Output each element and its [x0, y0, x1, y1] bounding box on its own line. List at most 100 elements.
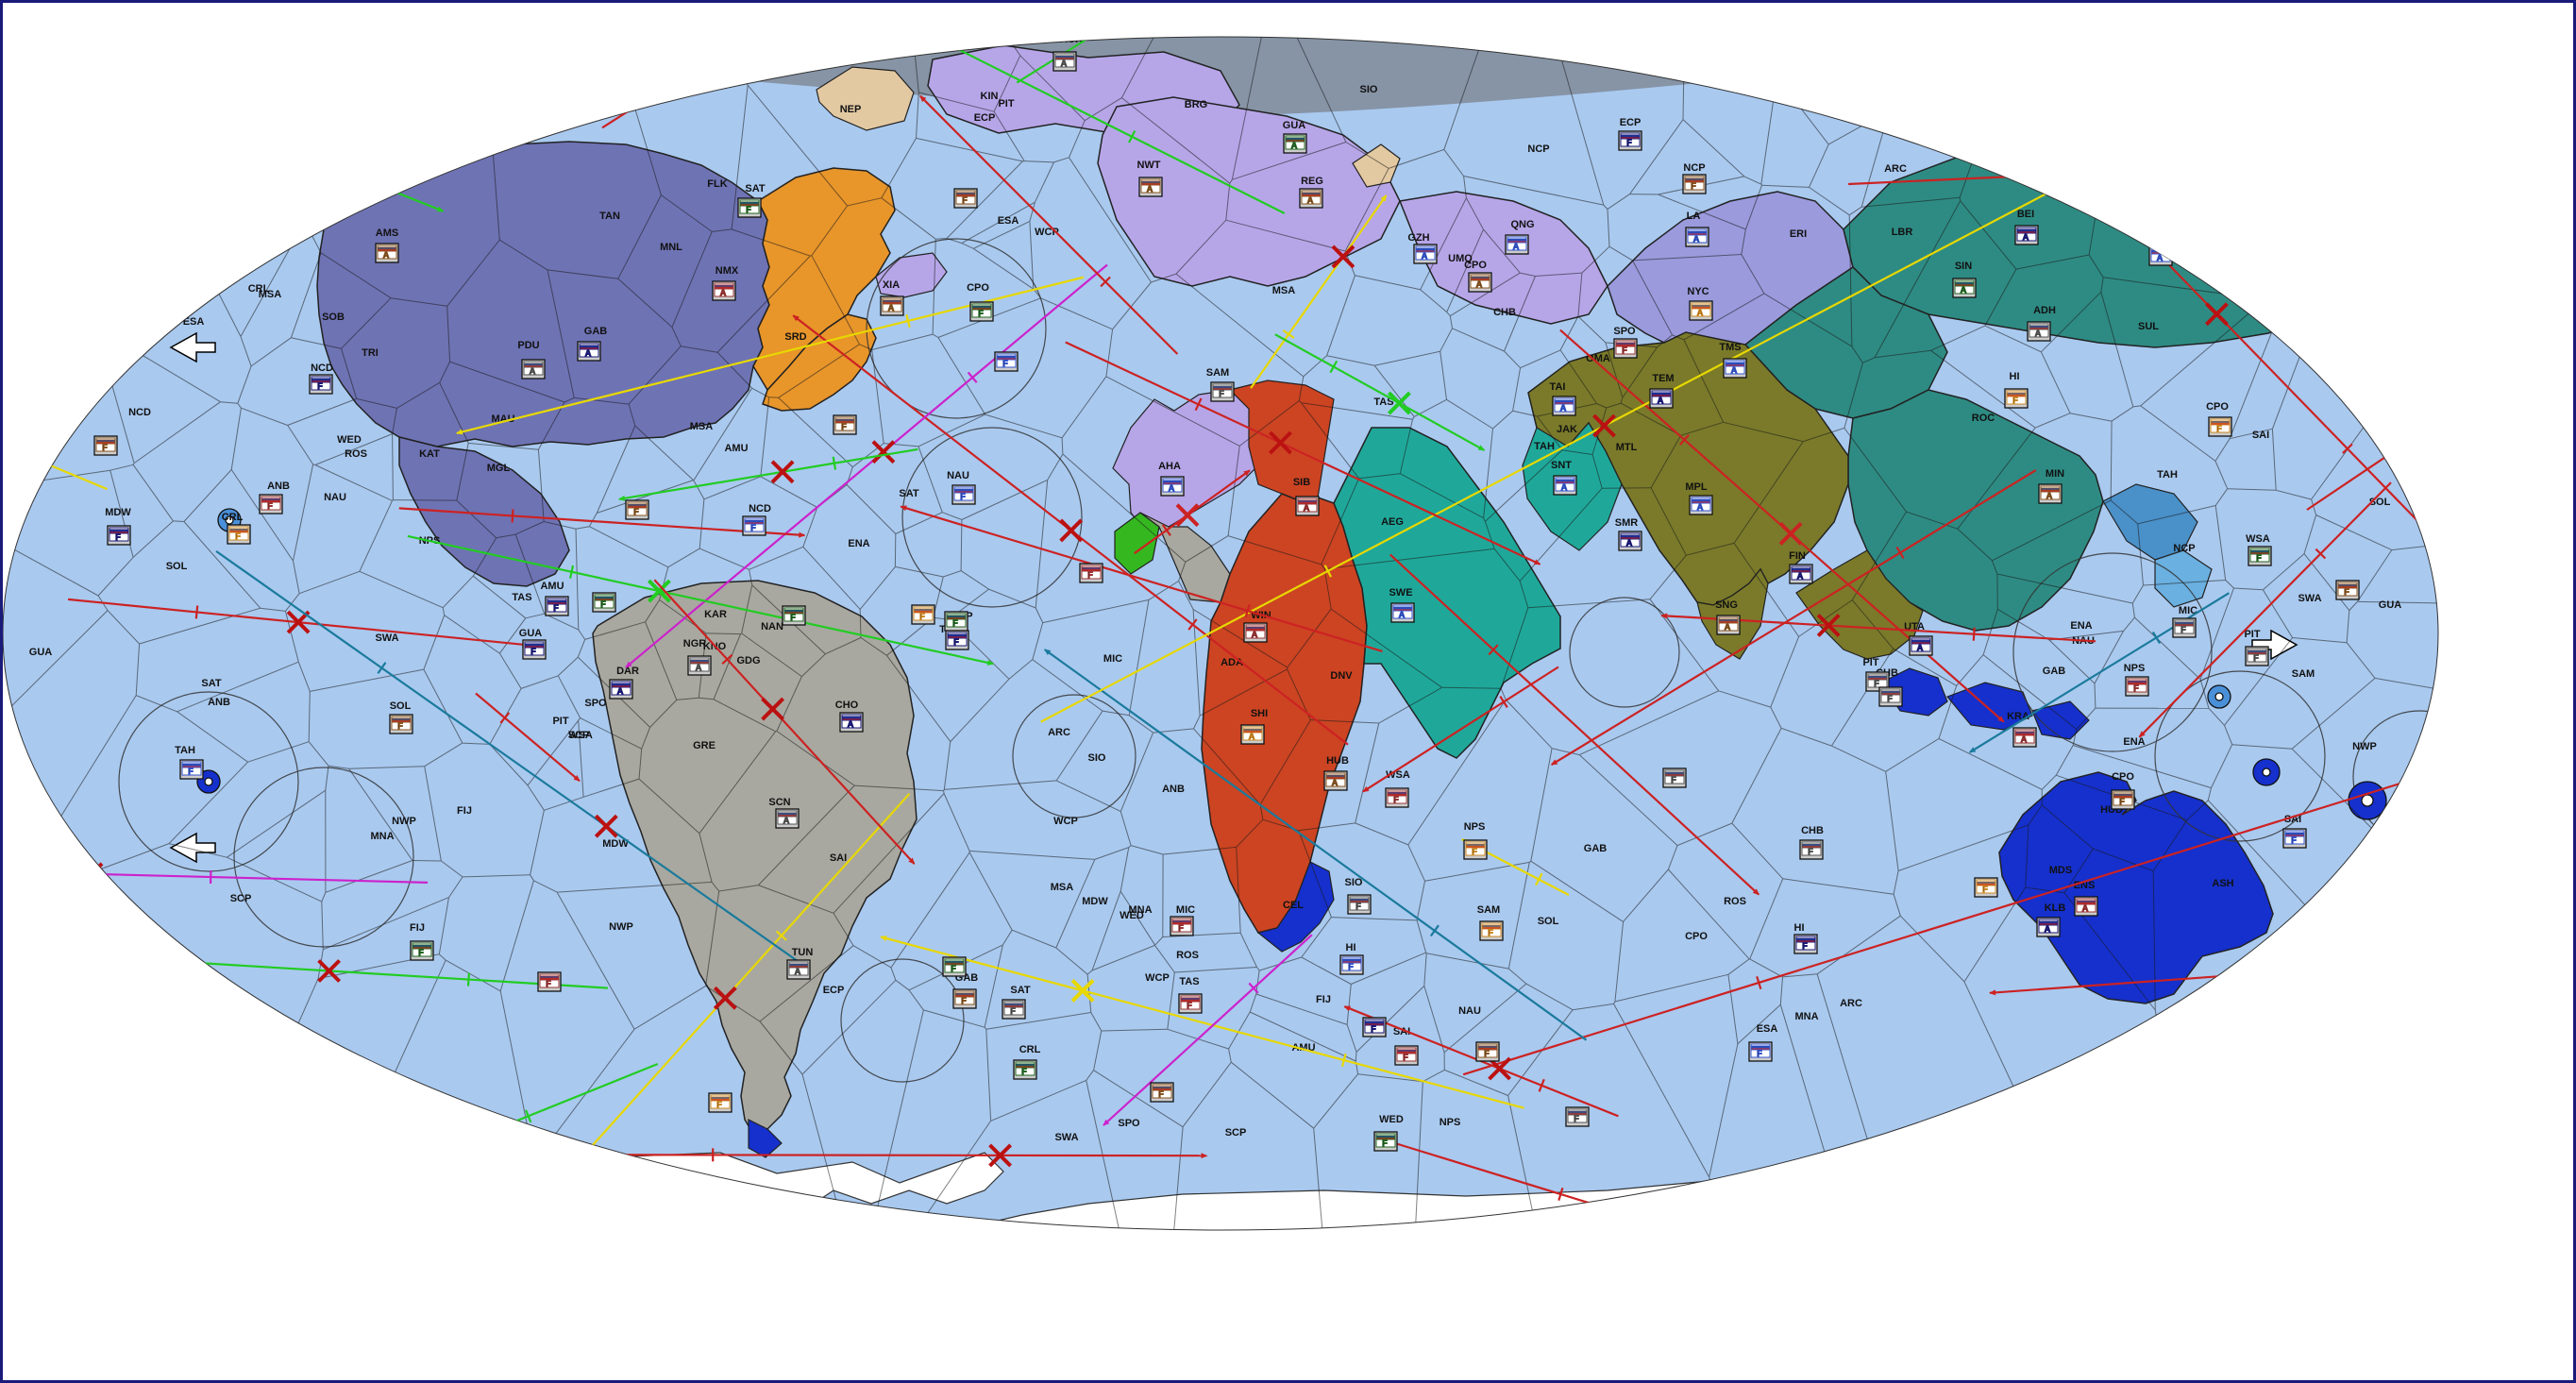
- svg-text:FIJ: FIJ: [457, 805, 472, 817]
- svg-text:GAB: GAB: [2043, 666, 2066, 677]
- svg-text:MNA: MNA: [370, 831, 394, 842]
- svg-text:SPO: SPO: [1118, 1118, 1140, 1129]
- svg-text:ESA: ESA: [1757, 1023, 1778, 1035]
- svg-text:HI: HI: [2010, 371, 2020, 382]
- svg-text:SAI: SAI: [2252, 430, 2269, 441]
- svg-text:SOL: SOL: [166, 561, 188, 572]
- svg-text:WCP: WCP: [1053, 816, 1078, 827]
- svg-text:ROS: ROS: [345, 448, 367, 460]
- svg-text:SUL: SUL: [2138, 321, 2159, 332]
- svg-text:MDS: MDS: [2049, 865, 2072, 876]
- svg-text:AMU: AMU: [724, 443, 748, 454]
- svg-text:CPO: CPO: [2206, 401, 2229, 413]
- svg-text:TAH: TAH: [1534, 441, 1555, 452]
- svg-text:SCN: SCN: [768, 797, 790, 808]
- svg-text:SCP: SCP: [1225, 1127, 1247, 1138]
- svg-text:NCD: NCD: [128, 407, 151, 418]
- svg-text:NCD: NCD: [311, 363, 333, 374]
- svg-text:ECP: ECP: [974, 112, 996, 124]
- svg-text:QNG: QNG: [1510, 219, 1534, 230]
- svg-text:BEI: BEI: [2017, 209, 2034, 220]
- svg-text:HI: HI: [1346, 942, 1356, 953]
- svg-text:SIB: SIB: [1293, 477, 1310, 488]
- svg-text:NWP: NWP: [609, 921, 633, 933]
- svg-text:SOB: SOB: [322, 312, 345, 323]
- svg-text:SAT: SAT: [1010, 985, 1030, 996]
- svg-text:GUA: GUA: [519, 628, 543, 639]
- svg-text:PDU: PDU: [517, 340, 539, 351]
- svg-text:SMR: SMR: [1615, 517, 1639, 529]
- svg-text:NCP: NCP: [1683, 162, 1705, 174]
- svg-text:ANB: ANB: [1162, 784, 1185, 795]
- svg-text:DNV: DNV: [1330, 670, 1353, 682]
- svg-text:NPS: NPS: [1464, 821, 1486, 833]
- svg-text:SWE: SWE: [1389, 587, 1412, 599]
- svg-text:WCP: WCP: [1145, 972, 1170, 984]
- svg-text:DAR: DAR: [616, 666, 639, 677]
- svg-text:ESA: ESA: [998, 215, 1019, 227]
- svg-text:MSA: MSA: [1051, 882, 1074, 893]
- svg-text:ENA: ENA: [2123, 736, 2145, 748]
- svg-text:SCP: SCP: [230, 893, 252, 904]
- svg-text:SAT: SAT: [745, 183, 765, 194]
- svg-text:NCD: NCD: [749, 503, 771, 514]
- svg-text:MIC: MIC: [1103, 653, 1122, 665]
- svg-text:SWA: SWA: [2298, 593, 2321, 604]
- svg-text:ENA: ENA: [2070, 620, 2092, 632]
- svg-text:SIN: SIN: [1955, 261, 1972, 272]
- svg-text:NWT: NWT: [1136, 160, 1160, 171]
- svg-text:TAN: TAN: [599, 211, 620, 222]
- svg-text:MTL: MTL: [1616, 442, 1638, 453]
- svg-text:MNA: MNA: [1128, 904, 1152, 916]
- svg-text:SHI: SHI: [1251, 708, 1268, 719]
- svg-text:GUA: GUA: [29, 647, 53, 658]
- svg-text:ADA: ADA: [1221, 657, 1243, 668]
- svg-text:LBR: LBR: [1892, 227, 1913, 238]
- svg-text:NWP: NWP: [2352, 741, 2377, 752]
- svg-text:ERI: ERI: [1790, 228, 1807, 240]
- svg-text:NPS: NPS: [1440, 1117, 1461, 1128]
- svg-text:TAS: TAS: [512, 592, 531, 603]
- svg-text:AHA: AHA: [1158, 461, 1181, 472]
- svg-text:AMU: AMU: [540, 581, 564, 592]
- svg-text:CRL: CRL: [222, 512, 244, 523]
- svg-text:SAT: SAT: [899, 488, 918, 499]
- svg-text:NCP: NCP: [2173, 543, 2195, 554]
- svg-text:GAB: GAB: [584, 326, 608, 337]
- svg-text:CRL: CRL: [248, 283, 270, 295]
- svg-text:CPO: CPO: [1685, 931, 1708, 942]
- svg-text:PIT: PIT: [2244, 629, 2260, 640]
- svg-text:KIN: KIN: [981, 91, 999, 102]
- svg-text:MGL: MGL: [487, 463, 511, 474]
- svg-text:TRI: TRI: [362, 347, 379, 359]
- svg-text:NWP: NWP: [392, 816, 416, 827]
- svg-text:ANB: ANB: [208, 697, 230, 708]
- svg-text:MNL: MNL: [660, 242, 682, 253]
- svg-text:ROS: ROS: [1724, 896, 1746, 907]
- svg-text:GUA: GUA: [2379, 599, 2402, 611]
- svg-text:SPO: SPO: [584, 698, 607, 709]
- svg-text:ARC: ARC: [1048, 727, 1070, 738]
- svg-text:TUN: TUN: [792, 947, 814, 958]
- svg-text:FIJ: FIJ: [1316, 994, 1331, 1005]
- svg-text:JAK: JAK: [1557, 424, 1577, 435]
- svg-text:SAM: SAM: [1206, 367, 1229, 379]
- svg-text:GZH: GZH: [1407, 232, 1429, 244]
- svg-text:AEG: AEG: [1381, 516, 1404, 528]
- svg-text:NMX: NMX: [716, 265, 739, 277]
- svg-text:SNT: SNT: [1551, 460, 1572, 471]
- svg-text:ADH: ADH: [2033, 305, 2056, 316]
- svg-text:NPS: NPS: [2124, 663, 2146, 674]
- svg-text:MPL: MPL: [1685, 481, 1708, 493]
- svg-text:NYC: NYC: [1687, 286, 1709, 297]
- svg-text:GRE: GRE: [693, 740, 716, 751]
- svg-text:MIC: MIC: [1176, 904, 1195, 916]
- svg-text:REG: REG: [1301, 176, 1323, 187]
- svg-text:SIO: SIO: [1360, 84, 1378, 95]
- svg-text:SOL: SOL: [390, 700, 412, 712]
- svg-text:NAU: NAU: [324, 492, 346, 503]
- svg-text:GAB: GAB: [1584, 843, 1608, 854]
- svg-text:TEM: TEM: [1652, 373, 1674, 384]
- svg-text:WED: WED: [1379, 1114, 1404, 1125]
- svg-text:TAH: TAH: [2157, 469, 2178, 481]
